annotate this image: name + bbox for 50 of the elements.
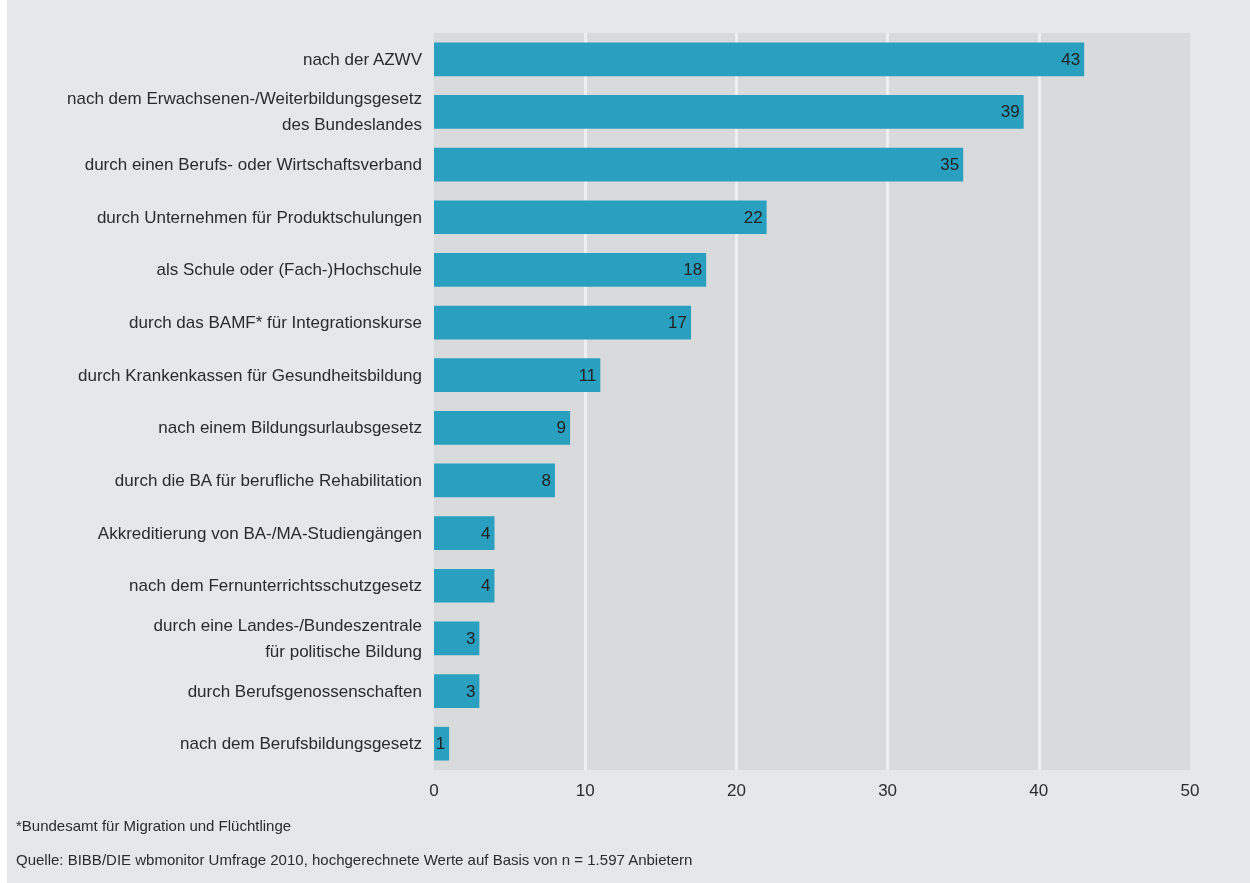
bar — [434, 200, 767, 235]
y-tick-label: nach der AZWV — [302, 49, 423, 69]
data-label: 18 — [683, 260, 703, 280]
data-label: 39 — [1000, 102, 1020, 122]
data-label: 35 — [940, 155, 960, 175]
data-label: 43 — [1061, 49, 1081, 69]
data-label: 9 — [556, 418, 567, 438]
y-tick-label: nach dem Berufsbildungsgesetz — [180, 734, 422, 754]
data-label: 17 — [668, 313, 688, 333]
text: *Bundesamt für Migration und Flüchtlinge — [16, 817, 292, 834]
data-label: 3 — [465, 628, 476, 648]
y-tick-label: Akkreditierung von BA-/MA-Studiengängen — [97, 523, 422, 543]
y-tick-label: nach dem Erwachsenen-/Weiterbildungsgesetz des Bundeslandes — [67, 89, 422, 135]
bar — [434, 42, 1085, 77]
x-tick-label: 0 — [429, 781, 439, 800]
y-tick-label: als Schule oder (Fach-)Hochschule — [156, 260, 422, 280]
data-label: 1 — [435, 734, 446, 754]
bar — [434, 674, 480, 708]
x-tick-label: 50 — [1180, 781, 1200, 800]
y-tick-label: durch Unternehmen für Produktschulungen — [96, 207, 422, 227]
bar — [434, 516, 495, 550]
bar — [434, 568, 495, 603]
y-tick-label: nach einem Bildungsurlaubsgesetz — [158, 418, 422, 438]
bar — [434, 358, 601, 393]
data-label: 22 — [743, 207, 763, 227]
y-tick-label: durch Krankenkassen für Gesundheitsbildung — [78, 365, 422, 385]
y-tick-label: durch das BAMF* für Integrationskurse — [129, 313, 422, 333]
y-tick-label: durch Berufsgenossenschaften — [187, 681, 422, 701]
x-tick-label: 20 — [726, 781, 746, 800]
y-tick-label: durch eine Landes-/Bundeszentrale für politische Bildung — [153, 615, 422, 661]
bar — [434, 305, 692, 340]
x-tick-label: 10 — [575, 781, 595, 800]
y-tick-label: durch die BA für berufliche Rehabilitation — [114, 470, 422, 490]
data-label: 11 — [578, 365, 597, 385]
x-tick-label: 40 — [1029, 781, 1049, 800]
data-label: 8 — [541, 470, 551, 490]
bar — [434, 147, 964, 182]
bar — [434, 253, 707, 287]
bar — [434, 621, 480, 656]
y-tick-label: nach dem Fernunterrichtsschutzgesetz — [129, 576, 422, 596]
bar — [434, 463, 555, 498]
bar — [434, 410, 571, 445]
data-label: 3 — [465, 681, 476, 701]
x-tick-label: 30 — [878, 781, 898, 800]
bar — [434, 95, 1024, 129]
data-label: 4 — [481, 523, 491, 543]
source-note: Quelle: BIBB/DIE wbmonitor Umfrage 2010, hochgerechnete Werte auf Basis von n = 1.597 Anbietern — [16, 851, 693, 868]
data-label: 4 — [481, 576, 491, 596]
y-tick-label: durch einen Berufs- oder Wirtschaftsverband — [84, 155, 422, 175]
bar — [434, 726, 450, 761]
